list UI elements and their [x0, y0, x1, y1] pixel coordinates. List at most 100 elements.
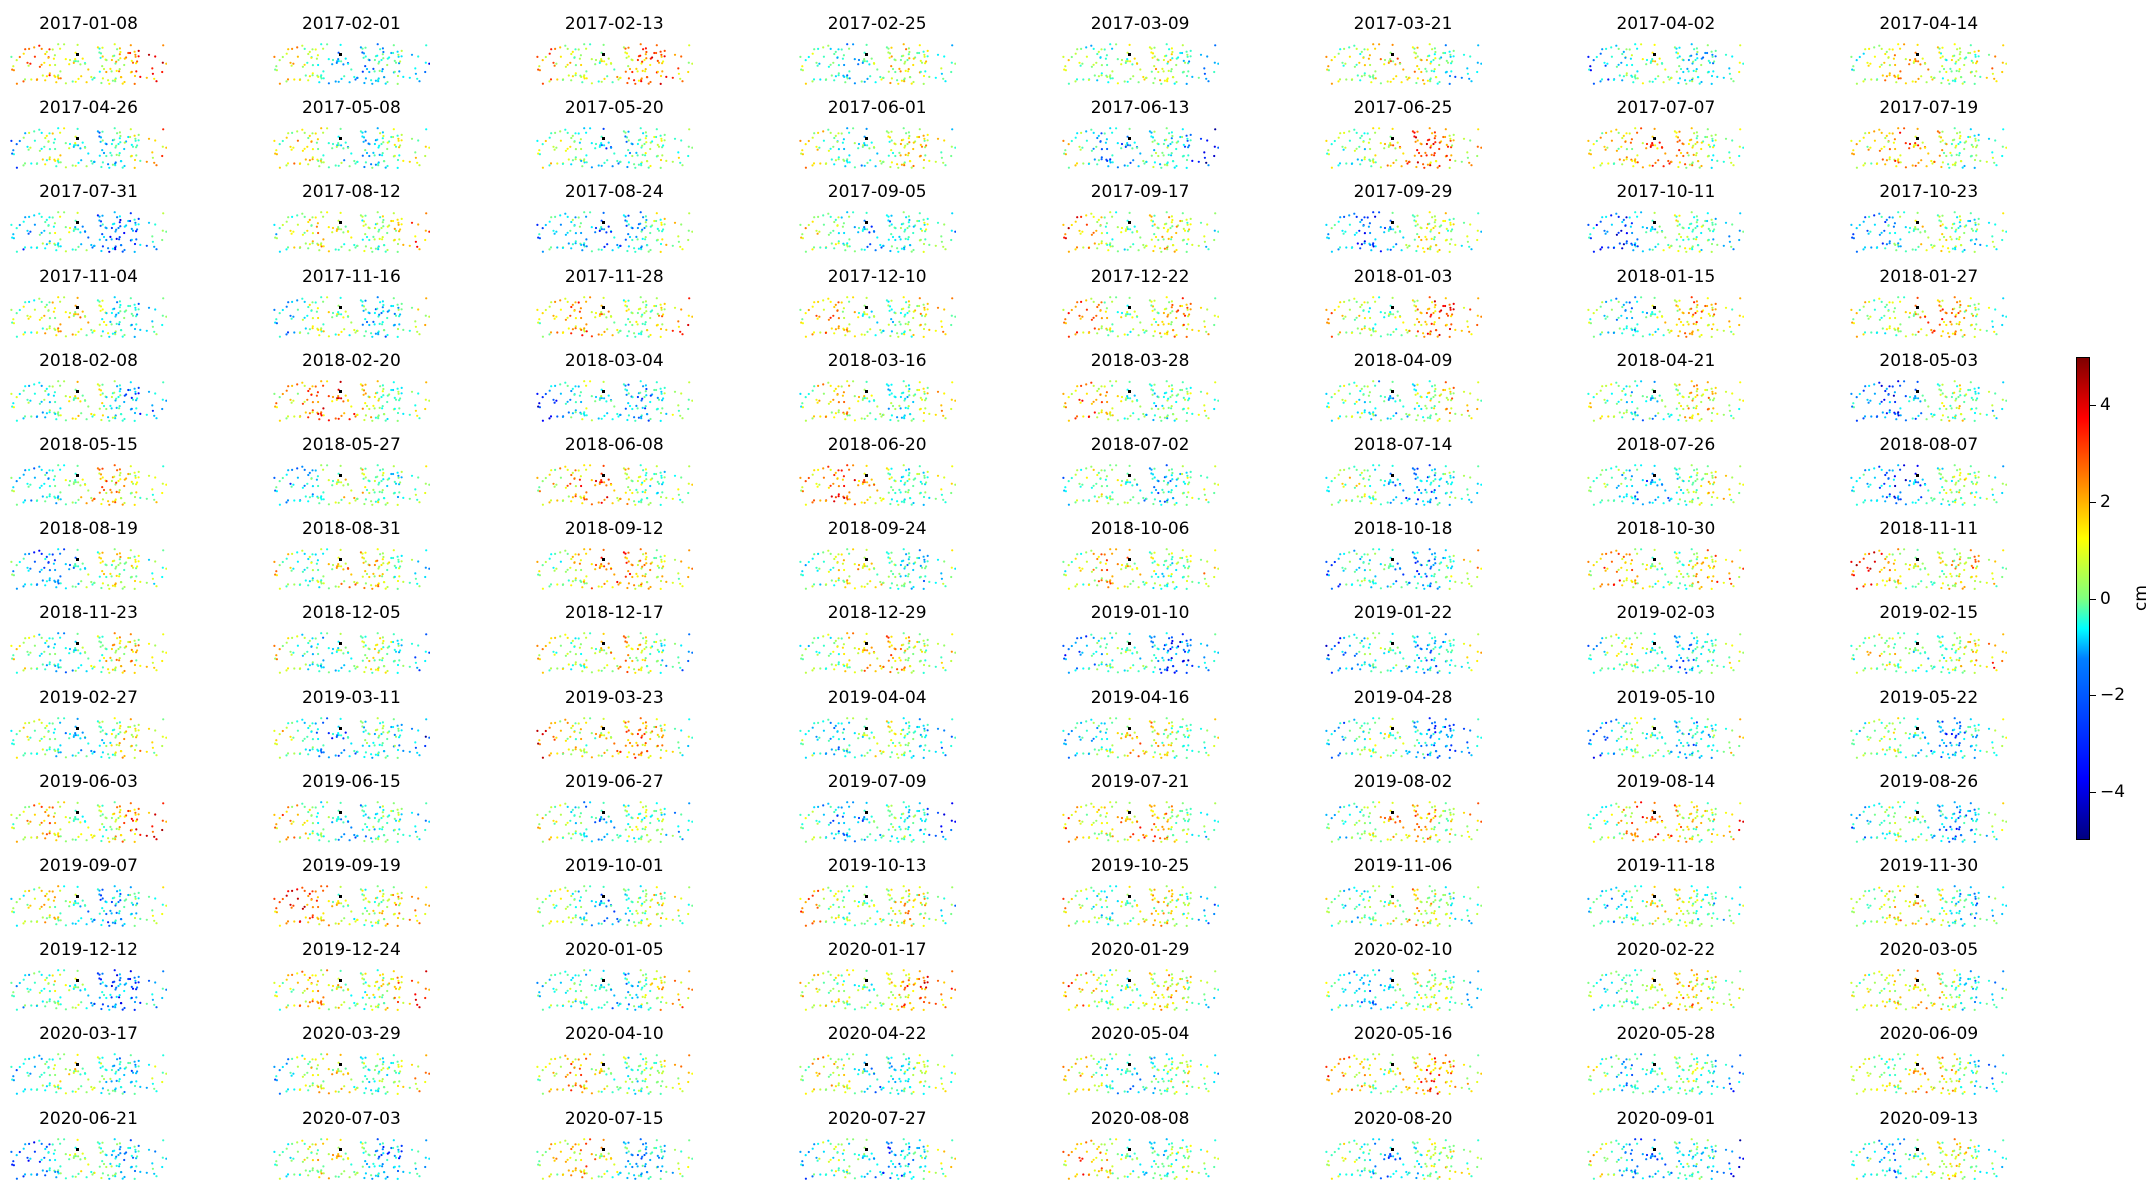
displacement-point [130, 323, 133, 326]
displacement-point [1448, 159, 1451, 162]
displacement-point [43, 61, 46, 64]
displacement-point [1401, 320, 1404, 324]
displacement-point [1448, 137, 1451, 141]
displacement-point [886, 135, 890, 138]
displacement-point [1925, 249, 1928, 252]
displacement-point [47, 225, 50, 228]
displacement-point [101, 77, 104, 80]
displacement-point [1634, 242, 1637, 245]
displacement-point [1959, 309, 1962, 312]
displacement-point [1130, 147, 1134, 150]
displacement-point [882, 76, 885, 79]
displacement-point [1114, 43, 1117, 46]
displacement-point [123, 148, 126, 151]
displacement-point [1958, 305, 1962, 308]
displacement-point [1959, 131, 1962, 134]
displacement-point [687, 212, 691, 215]
displacement-point [585, 329, 588, 332]
displacement-point [1696, 215, 1699, 218]
displacement-point [598, 60, 602, 63]
displacement-point [1974, 53, 1977, 56]
displacement-point [1677, 166, 1680, 169]
displacement-point [1433, 137, 1436, 140]
displacement-point [1853, 321, 1856, 324]
displacement-point [286, 300, 290, 303]
displacement-point [1156, 143, 1160, 146]
displacement-point [870, 225, 873, 229]
displacement-point [101, 214, 104, 218]
displacement-point [1476, 44, 1479, 47]
displacement-point [165, 146, 167, 149]
displacement-point [123, 333, 126, 336]
displacement-point [1363, 72, 1366, 75]
displacement-point [1361, 140, 1364, 144]
displacement-point [1899, 300, 1902, 303]
displacement-point [1662, 333, 1666, 336]
displacement-point [127, 220, 130, 223]
displacement-point [99, 304, 103, 308]
displacement-point [1185, 74, 1188, 78]
displacement-point [577, 132, 580, 135]
displacement-point [939, 67, 943, 70]
displacement-point [396, 82, 399, 85]
displacement-point [1914, 144, 1918, 147]
displacement-point [1342, 148, 1345, 151]
displacement-point [1428, 295, 1431, 298]
displacement-point [821, 130, 824, 133]
displacement-map [1587, 43, 1745, 85]
displacement-point [116, 132, 119, 135]
displacement-point [119, 219, 122, 222]
displacement-point [1079, 47, 1082, 50]
subplot-title: 2017-06-13 [1090, 98, 1190, 119]
displacement-point [1917, 246, 1920, 249]
displacement-point [1164, 307, 1167, 310]
displacement-point [1707, 212, 1710, 215]
displacement-point [1178, 220, 1181, 223]
displacement-point [660, 139, 663, 143]
displacement-point [285, 164, 288, 167]
displacement-point [541, 250, 544, 254]
displacement-point [118, 305, 121, 308]
displacement-point [1389, 164, 1392, 168]
displacement-point [605, 147, 608, 150]
displacement-point [1874, 223, 1877, 227]
displacement-point [410, 53, 413, 56]
displacement-point [1870, 162, 1873, 165]
displacement-point [837, 316, 840, 319]
displacement-point [101, 130, 104, 133]
displacement-point [410, 137, 413, 141]
displacement-point [1667, 244, 1670, 247]
displacement-point [15, 82, 18, 85]
displacement-point [63, 295, 66, 298]
displacement-point [555, 62, 558, 65]
displacement-point [40, 216, 43, 219]
displacement-point [1185, 53, 1189, 56]
displacement-point [1938, 323, 1942, 326]
displacement-point [1401, 236, 1404, 239]
displacement-point [1963, 249, 1966, 252]
displacement-point [865, 296, 868, 299]
displacement-point [848, 77, 851, 80]
displacement-point [585, 238, 588, 241]
displacement-point [1856, 250, 1859, 254]
displacement-point [1092, 47, 1095, 50]
displacement-point [2001, 239, 2004, 242]
displacement-point [1881, 242, 1885, 245]
displacement-point [1938, 215, 1941, 219]
displacement-point [1333, 308, 1336, 311]
displacement-point [1119, 147, 1122, 150]
displacement-point [57, 211, 60, 214]
displacement-point [373, 238, 376, 241]
displacement-point [2005, 146, 2008, 149]
displacement-point [339, 43, 342, 46]
displacement-point [12, 233, 15, 236]
displacement-point [861, 145, 864, 149]
displacement-point [102, 320, 106, 323]
displacement-point [804, 143, 807, 146]
displacement-point [364, 245, 367, 248]
displacement-point [1185, 335, 1188, 338]
displacement-point [91, 330, 94, 334]
displacement-point [1148, 298, 1151, 302]
displacement-point [285, 52, 288, 55]
displacement-point [686, 155, 690, 158]
